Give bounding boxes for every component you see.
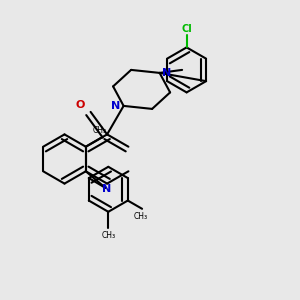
Text: O: O: [76, 100, 85, 110]
Text: N: N: [162, 68, 171, 78]
Text: CH₃: CH₃: [101, 231, 116, 240]
Text: N: N: [103, 184, 112, 194]
Text: CH₃: CH₃: [134, 212, 148, 221]
Text: CH₃: CH₃: [93, 125, 107, 134]
Text: Cl: Cl: [181, 24, 192, 34]
Text: N: N: [111, 101, 120, 111]
